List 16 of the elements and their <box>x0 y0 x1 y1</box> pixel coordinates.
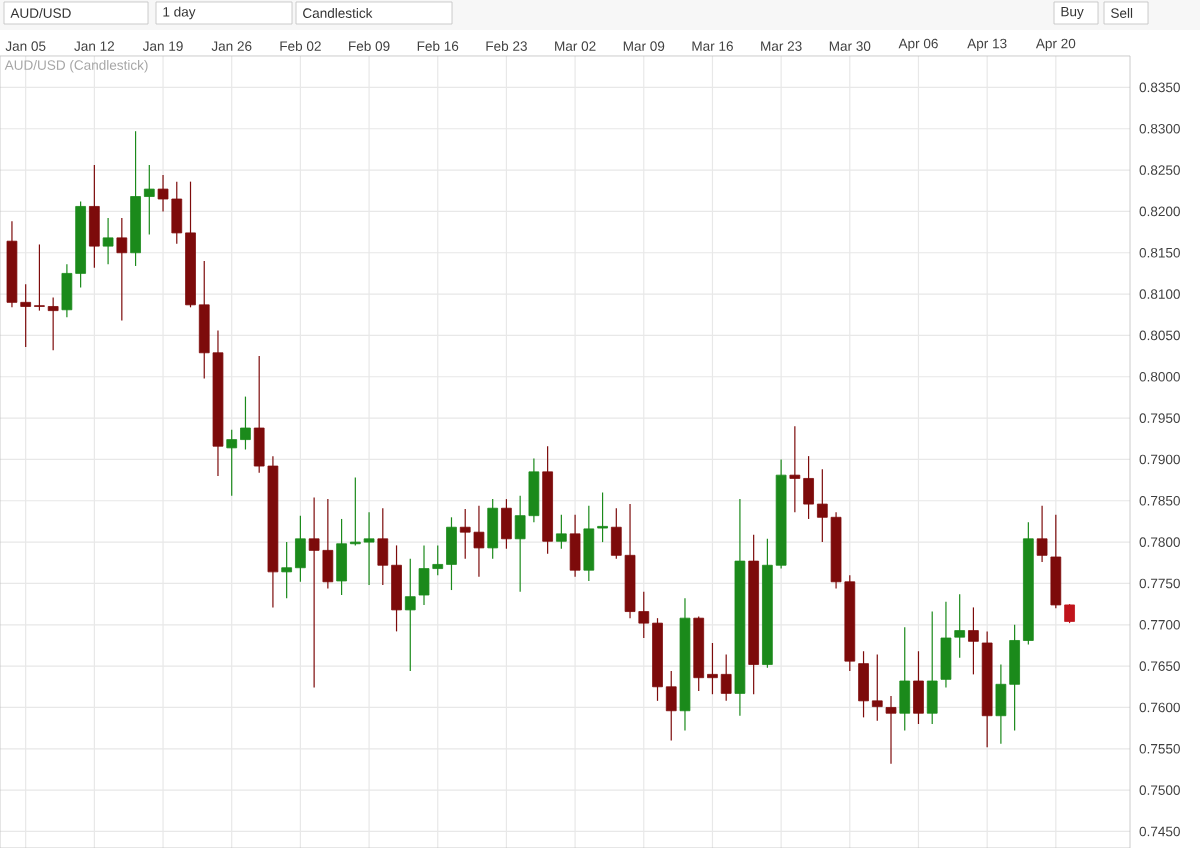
candlestick <box>556 514 567 550</box>
candlestick <box>926 610 938 725</box>
candlestick <box>89 164 100 269</box>
candlestick <box>404 558 416 672</box>
candlestick <box>885 695 897 765</box>
candlestick <box>1036 505 1048 563</box>
candlestick <box>501 498 512 550</box>
candlestick <box>1050 514 1062 609</box>
candlestick <box>102 217 114 265</box>
candlestick <box>1064 603 1075 624</box>
candlestick <box>913 650 924 725</box>
candlestick <box>899 626 911 732</box>
candlestick <box>569 514 581 578</box>
candlestick <box>968 606 979 675</box>
candlestick <box>487 498 499 560</box>
candlestick <box>116 217 128 322</box>
